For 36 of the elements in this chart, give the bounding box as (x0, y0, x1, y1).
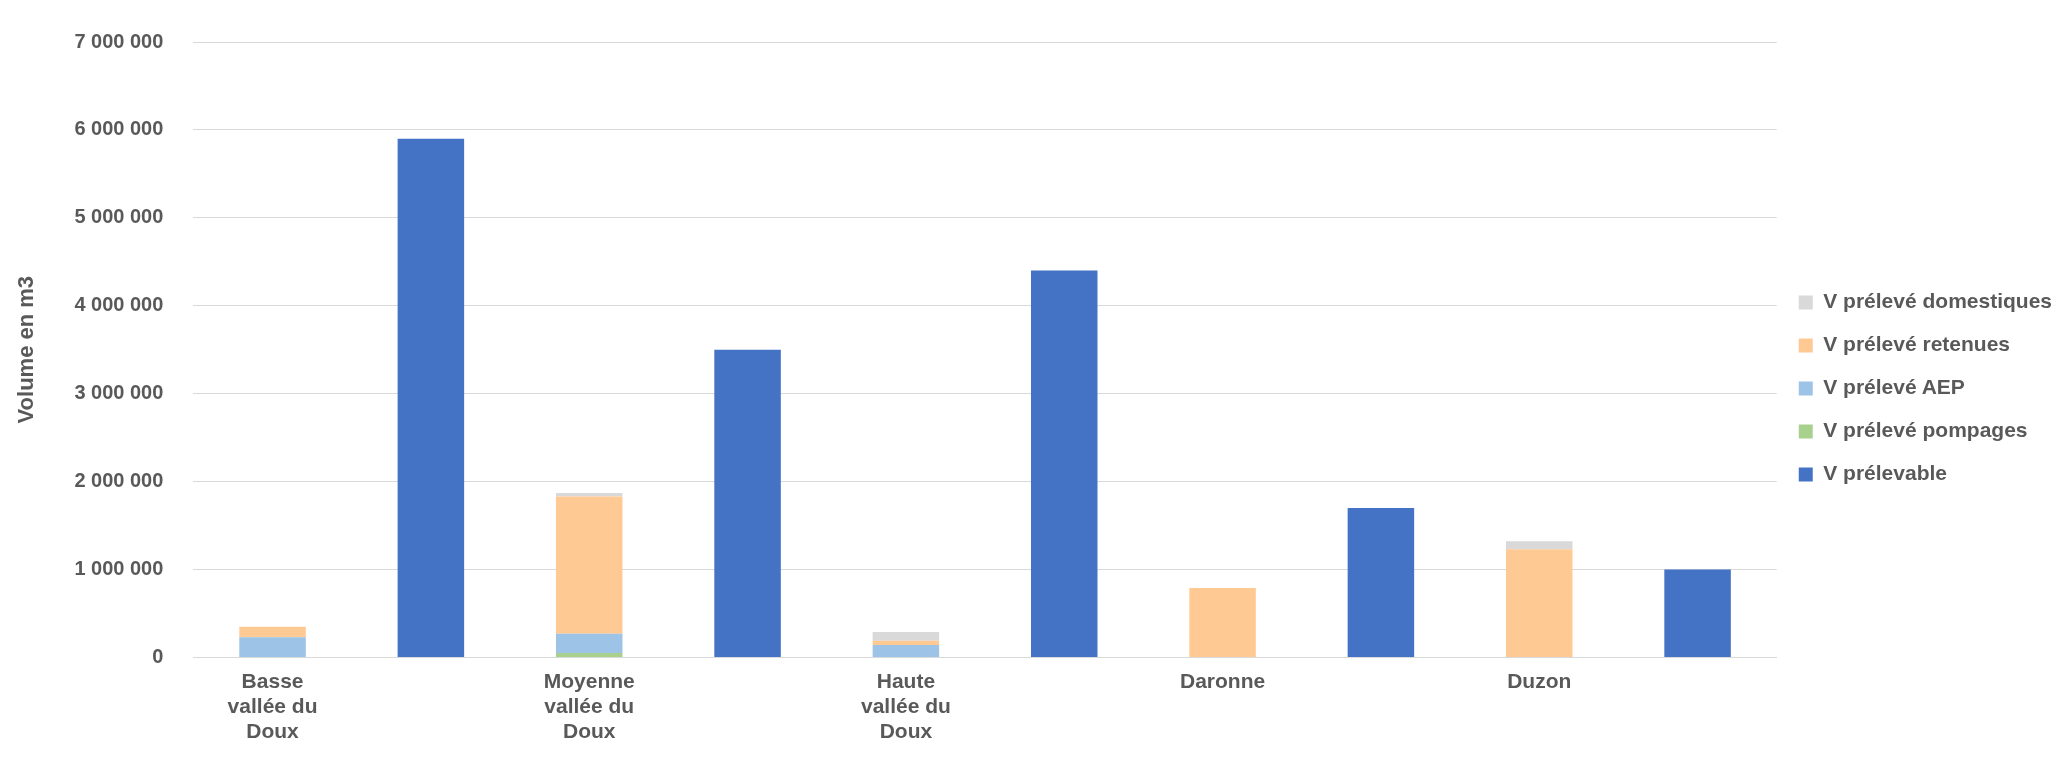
x-tick-label: Daronne (1179, 668, 1266, 692)
bar (1030, 270, 1098, 657)
bar (239, 626, 306, 638)
legend-label: V prélevé pompages (1823, 418, 2028, 442)
legend-label: V prélevé AEP (1823, 375, 1965, 399)
x-tick-label: Moyenne vallée du Doux (543, 668, 635, 743)
bar (1505, 541, 1573, 550)
x-tick-label: Haute vallée du Doux (860, 668, 951, 743)
bar (555, 653, 623, 657)
bar (555, 496, 623, 634)
y-tick-label: 4 000 000 (74, 293, 164, 316)
legend-label: V prélevable (1823, 461, 1947, 485)
bar (872, 640, 940, 646)
bar (555, 633, 623, 653)
bar (555, 493, 623, 497)
bar (872, 631, 940, 641)
bar (239, 637, 306, 657)
bar (714, 349, 781, 657)
bar (397, 138, 465, 657)
legend-label: V prélevé domestiques (1823, 289, 2053, 313)
legend-label: V prélevé retenues (1823, 332, 2011, 356)
y-tick-label: 0 (152, 644, 164, 667)
y-axis-title: Volume en m3 (13, 275, 39, 424)
bar (1347, 507, 1415, 657)
y-tick-label: 6 000 000 (74, 117, 164, 140)
y-tick-label: 1 000 000 (74, 557, 164, 579)
y-tick-label: 3 000 000 (74, 381, 164, 404)
x-tick-label: Duzon (1507, 668, 1572, 692)
bar (1189, 587, 1256, 657)
bar (872, 645, 940, 657)
bar (1664, 569, 1731, 657)
x-tick-label: Basse vallée du Doux (227, 668, 318, 743)
y-tick-label: 7 000 000 (74, 29, 164, 52)
bar (1505, 549, 1573, 657)
y-tick-label: 5 000 000 (74, 205, 164, 228)
y-tick-label: 2 000 000 (74, 469, 164, 492)
